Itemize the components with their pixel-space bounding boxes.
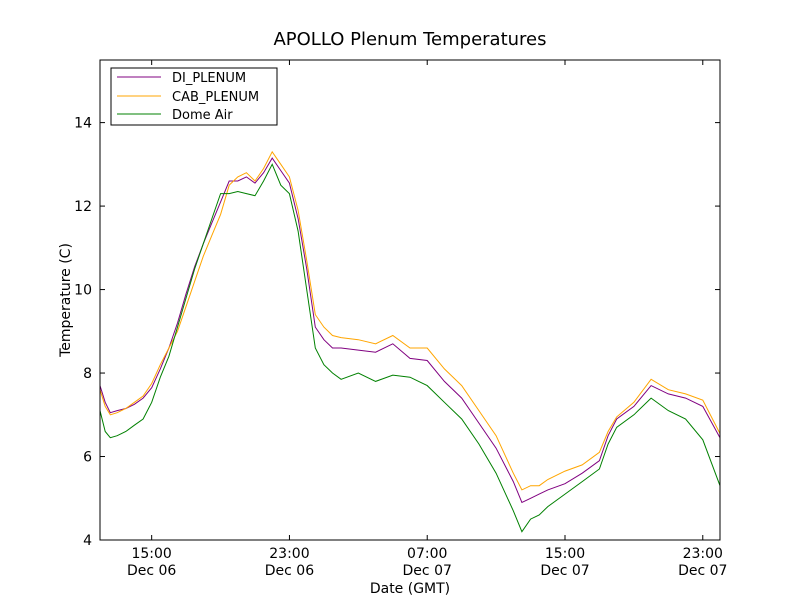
series-group: [99, 150, 721, 533]
y-tick-label: 10: [74, 283, 92, 299]
x-tick-time: 15:00: [131, 546, 171, 562]
y-tick-label: 12: [74, 199, 92, 215]
series-line-cab-plenum: [99, 150, 721, 491]
x-tick-date: Dec 06: [265, 563, 314, 579]
y-axis: 4 6 8 10 12 14: [74, 116, 720, 549]
x-tick-date: Dec 07: [403, 563, 452, 579]
plot-frame: [99, 59, 721, 541]
chart-title: APOLLO Plenum Temperatures: [273, 29, 546, 50]
x-tick-time: 23:00: [683, 546, 723, 562]
series-line-dome-air: [99, 163, 721, 533]
legend-label-di-plenum: DI_PLENUM: [172, 71, 246, 86]
x-tick-time: 15:00: [545, 546, 585, 562]
legend: DI_PLENUM CAB_PLENUM Dome Air: [110, 67, 278, 126]
legend-label-cab-plenum: CAB_PLENUM: [172, 90, 259, 105]
x-tick-date: Dec 07: [678, 563, 727, 579]
x-tick-time: 07:00: [407, 546, 447, 562]
x-tick-date: Dec 06: [127, 563, 176, 579]
y-axis-label: Temperature (C): [58, 243, 74, 358]
legend-label-dome-air: Dome Air: [172, 108, 233, 123]
x-tick-time: 23:00: [269, 546, 309, 562]
y-tick-label: 4: [83, 533, 92, 549]
y-tick-label: 14: [74, 116, 92, 132]
y-tick-label: 6: [83, 450, 92, 466]
series-line-di-plenum: [99, 157, 721, 504]
x-axis-label: Date (GMT): [370, 581, 450, 597]
x-tick-date: Dec 07: [540, 563, 589, 579]
y-tick-label: 8: [83, 366, 92, 382]
